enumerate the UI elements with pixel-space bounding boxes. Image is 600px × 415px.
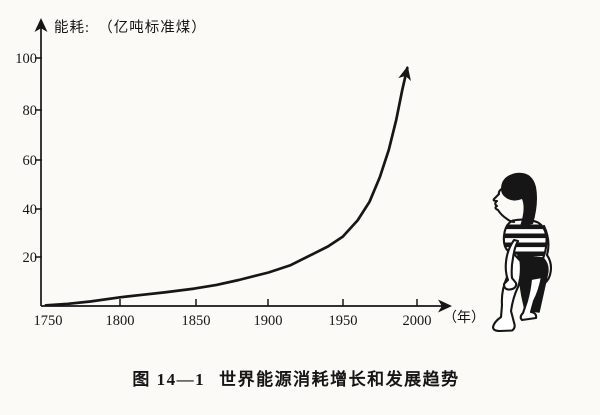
y-tick-label: 60 [23, 153, 38, 169]
child-illustration [491, 172, 553, 333]
figure-caption: 图 14—1 世界能源消耗增长和发展趋势 [0, 365, 592, 390]
y-tick-label: 100 [15, 51, 37, 67]
child-back-outline [539, 224, 553, 288]
child-face [492, 186, 516, 224]
x-axis-unit-label: （年） [443, 310, 485, 326]
child-arm [502, 238, 520, 291]
child-back-leg [519, 275, 544, 322]
child-hair [501, 172, 537, 226]
x-tick-label: 1900 [254, 313, 283, 329]
energy-consumption-curve [44, 65, 411, 307]
x-tick-label: 1850 [182, 313, 211, 329]
y-axis-label: 能耗: （亿吨标准煤） [54, 19, 207, 36]
y-tick-label: 40 [23, 202, 38, 218]
figure-number: 图 14—1 [132, 370, 206, 389]
x-tick-label: 2000 [403, 313, 432, 329]
x-ticks [119, 299, 418, 306]
y-ticks [35, 57, 42, 258]
y-tick-label: 80 [23, 103, 38, 119]
x-tick-label: 1800 [106, 313, 135, 329]
y-tick-label: 20 [23, 250, 38, 266]
x-tick-label: 1950 [329, 313, 358, 329]
x-tick-label: 1750 [34, 313, 63, 329]
child-shirt-stripes [503, 224, 547, 257]
figure-title: 世界能源消耗增长和发展趋势 [219, 370, 460, 389]
